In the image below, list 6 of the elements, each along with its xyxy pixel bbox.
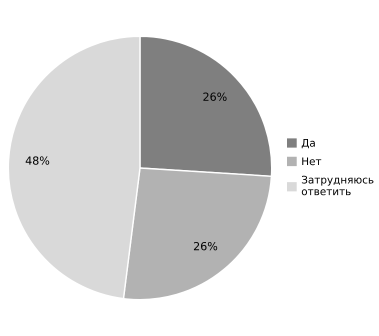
legend-label: Затрудняюсь ответить — [302, 176, 374, 196]
legend-label: Нет — [302, 157, 322, 166]
data-label: 26% — [194, 242, 218, 250]
legend-label: Да — [302, 139, 315, 148]
data-label: 26% — [203, 92, 227, 101]
data-label: 48% — [26, 156, 50, 165]
